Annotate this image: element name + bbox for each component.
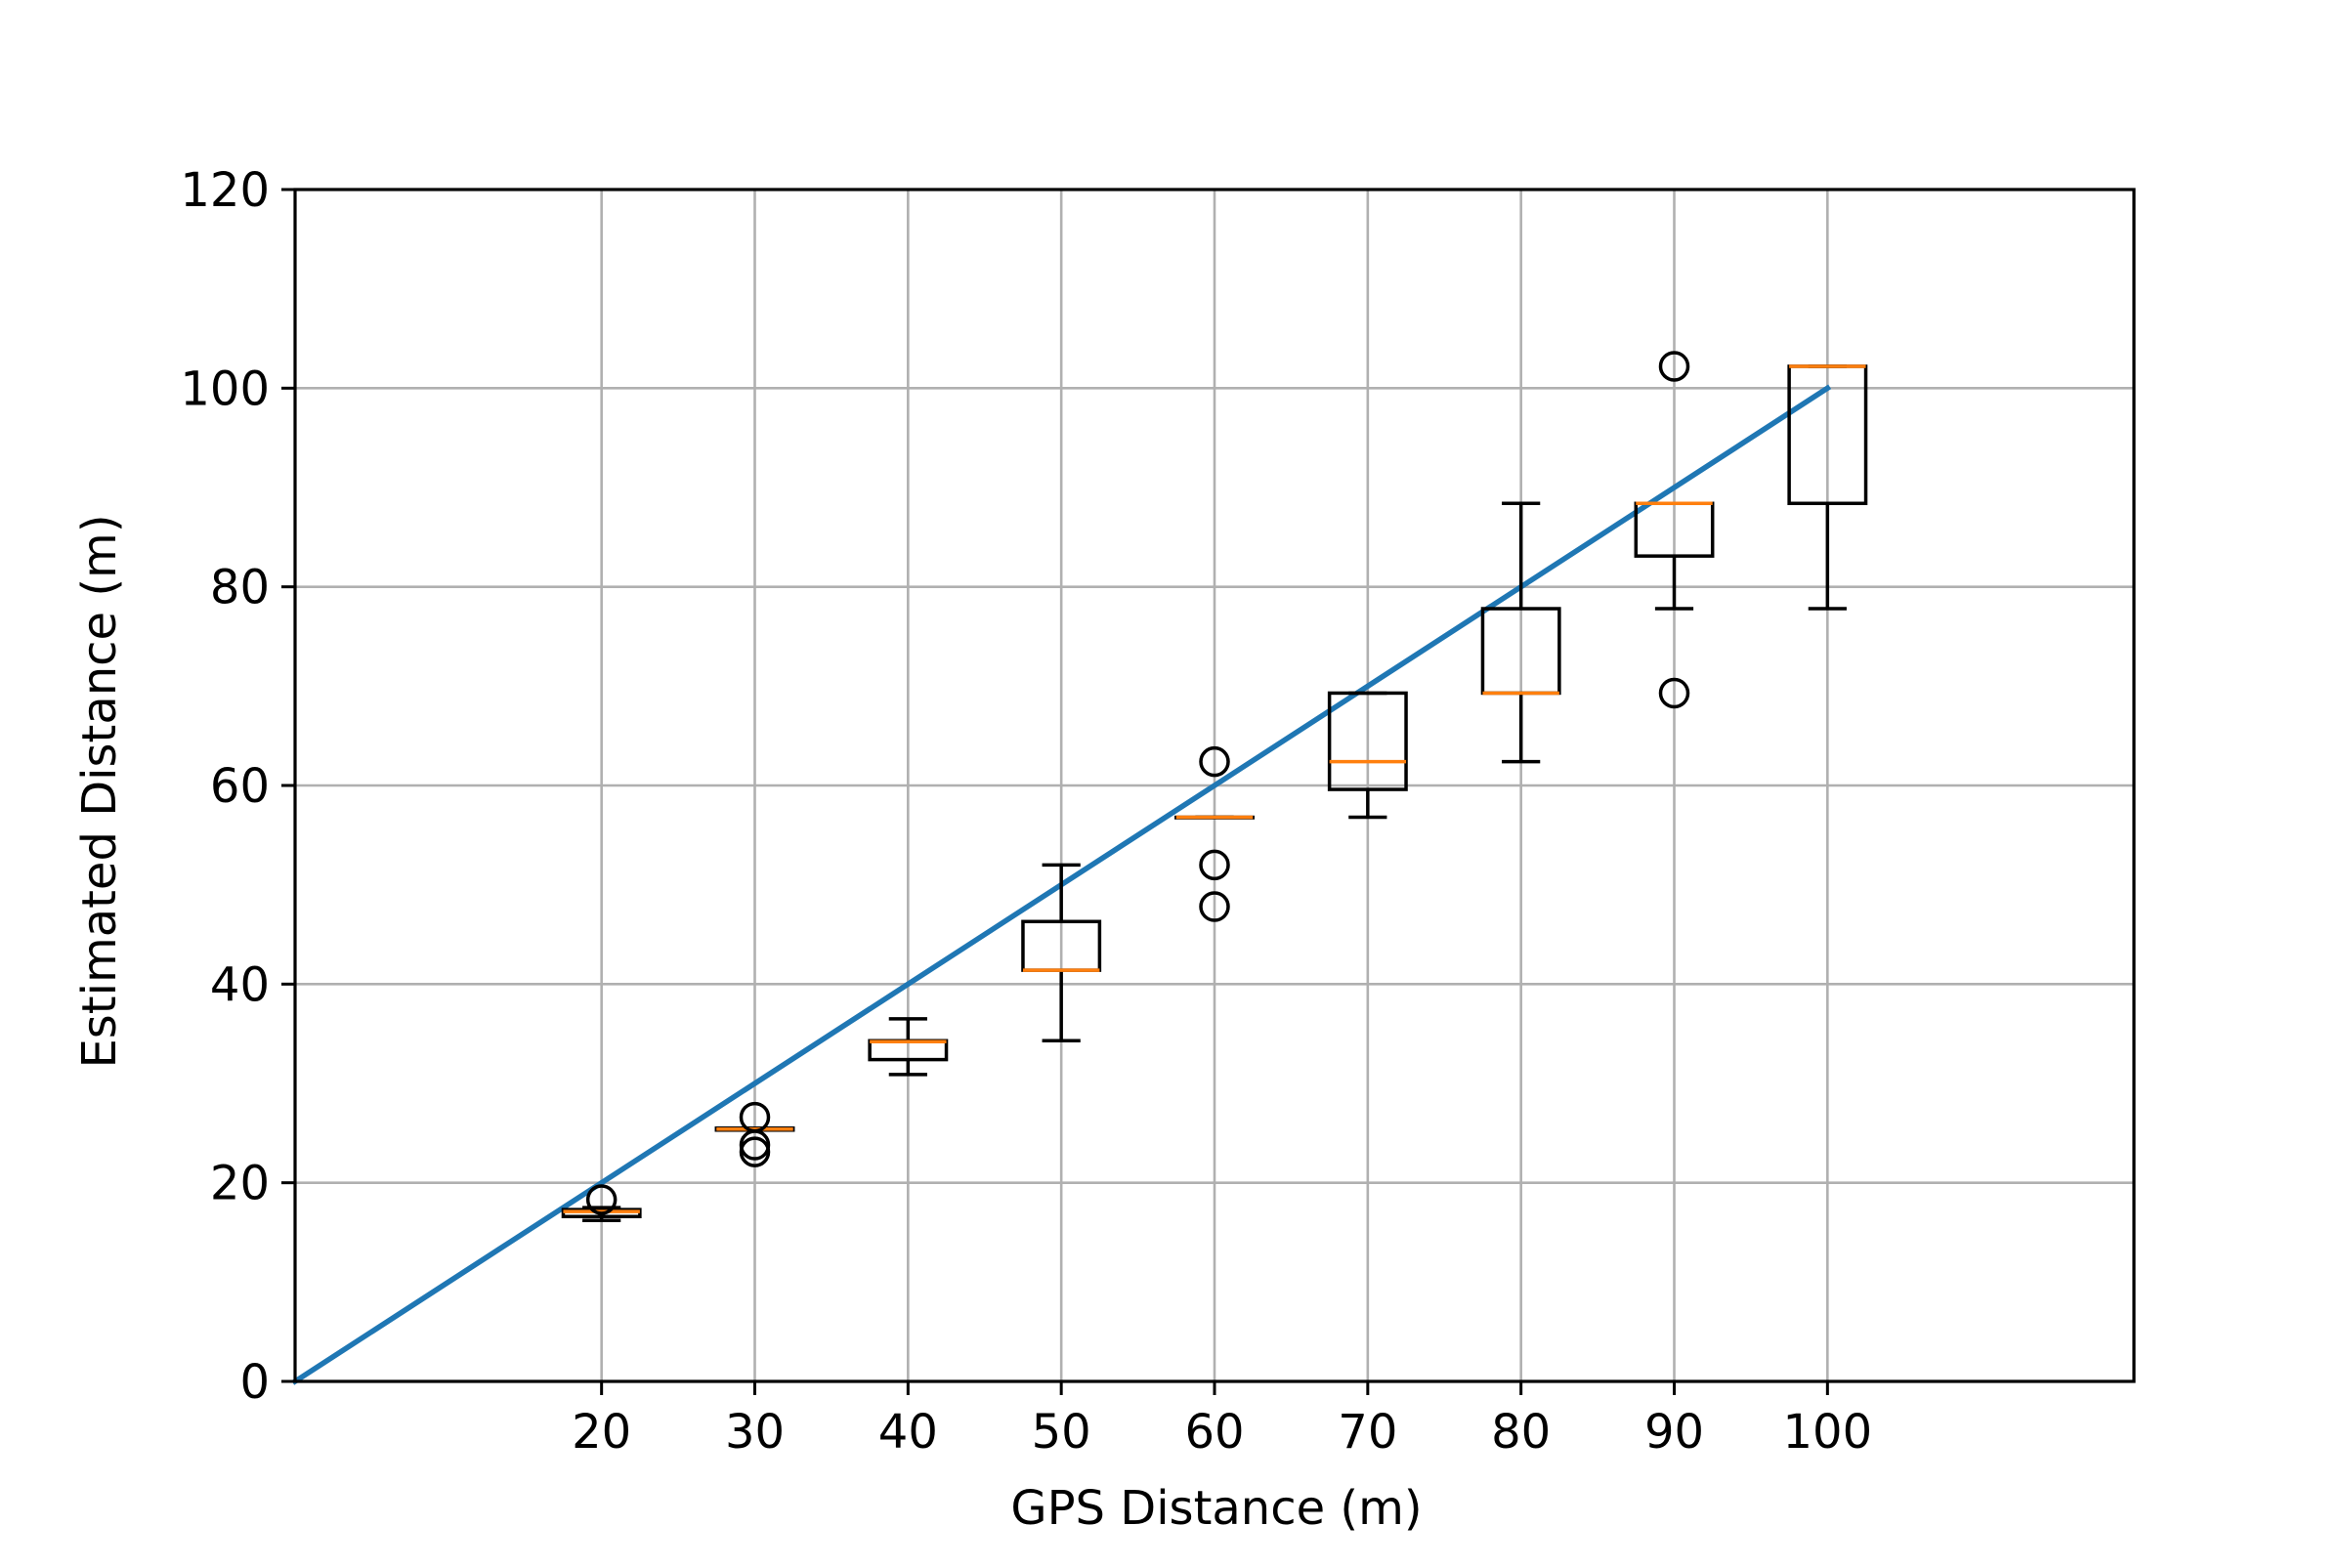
box-group-100 [1787,364,1868,611]
outlier-point [1658,351,1690,382]
x-tick-label: 30 [725,1405,785,1460]
boxes-layer [561,351,1868,1223]
x-tick-label: 60 [1184,1405,1244,1460]
outlier-point [1658,677,1690,709]
x-axis-label: GPS Distance (m) [1010,1481,1422,1536]
box-group-30 [714,1101,795,1167]
y-tick-label: 80 [210,561,270,615]
box-group-70 [1327,691,1408,820]
box-group-80 [1480,501,1561,764]
box-group-40 [868,1017,949,1077]
y-tick-label: 40 [210,957,270,1012]
axes-layer: 20 30 40 50 60 70 80 90 100 0 20 40 60 80 100 120 [180,163,2136,1460]
box-group-60 [1174,745,1255,922]
box-group-50 [1021,863,1102,1043]
y-tick-label: 120 [180,163,270,218]
box-group-90 [1634,351,1715,709]
box-group-20 [561,1184,642,1223]
y-tick-label: 100 [180,361,270,416]
box-iqr [1327,691,1408,791]
x-tick-label: 50 [1032,1405,1091,1460]
y-tick-label: 60 [210,759,270,814]
outlier-point [1199,745,1230,778]
y-tick-label: 20 [210,1157,270,1211]
outlier-point [739,1136,771,1167]
outlier-point [585,1184,618,1215]
x-tick-label: 20 [572,1405,631,1460]
y-axis-label: Estimated Distance (m) [72,514,127,1068]
x-tick-label: 100 [1783,1405,1873,1460]
outlier-point [1199,849,1230,881]
x-tick-label: 80 [1491,1405,1551,1460]
x-tick-label: 40 [878,1405,938,1460]
outlier-point [1199,891,1230,922]
x-tick-label: 70 [1338,1405,1397,1460]
x-tick-label: 90 [1644,1405,1704,1460]
y-tick-label: 0 [239,1355,270,1410]
